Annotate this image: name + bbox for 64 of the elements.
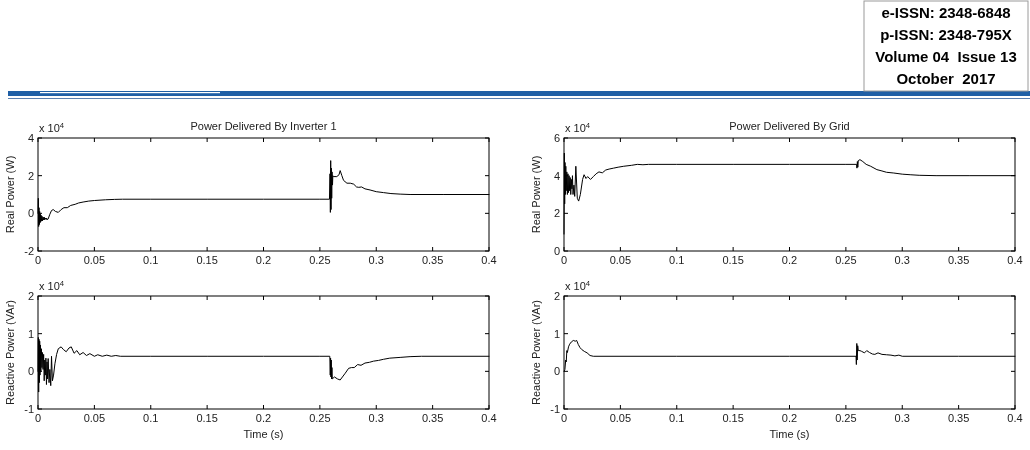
y-tick-label: 0 <box>27 207 34 220</box>
x-tick-label: 0.1 <box>143 412 159 424</box>
text: p-ISSN: 2348-795X <box>880 26 1012 43</box>
text: x 10$^{4}$ <box>39 120 65 134</box>
x-tick-label: 0.25 <box>835 254 857 266</box>
text: Volume 04 Issue 13 <box>875 48 1017 65</box>
y-tick-label: 2 <box>553 290 560 302</box>
x-tick-label: 0.35 <box>421 412 444 424</box>
y-tick-label: -1 <box>550 403 560 415</box>
x-tick-label: 0.15 <box>196 412 218 424</box>
y-tick-label: 2 <box>27 169 34 182</box>
y-tick-label: 0 <box>553 245 560 257</box>
x-tick-label: 0.4 <box>1007 254 1023 266</box>
x-tick-label: 0.25 <box>309 254 331 266</box>
x-tick-label: 0.4 <box>481 254 497 266</box>
x-tick-label: 0.15 <box>722 254 744 266</box>
x-tick-label: 0.2 <box>781 254 798 266</box>
x-tick-label: 0.2 <box>255 412 272 424</box>
y-axis-title: Reactive Power (VAr) <box>530 300 542 405</box>
x-tick-label: 0.1 <box>669 254 685 266</box>
chart-title: Power Delivered By Inverter 1 <box>190 120 337 132</box>
x-tick-label: 0.3 <box>368 412 384 424</box>
y-tick-label: 4 <box>27 132 34 144</box>
y-axis-title: Real Power (W) <box>530 155 542 234</box>
y-tick-label: 0 <box>553 365 560 378</box>
x-tick-label: 0.3 <box>894 412 910 424</box>
x-tick-label: 0.3 <box>894 254 910 266</box>
text: x 10$^{4}$ <box>565 120 591 134</box>
x-tick-label: 0.4 <box>1007 412 1023 424</box>
chart-title: Power Delivered By Grid <box>729 120 850 132</box>
y-tick-label: -1 <box>24 403 34 415</box>
text: x 10$^{4}$ <box>565 278 591 292</box>
text: e-ISSN: 2348-6848 <box>881 4 1011 21</box>
x-tick-label: 0.1 <box>669 412 685 424</box>
x-tick-label: 0.1 <box>143 254 159 266</box>
x-axis-title: Time (s) <box>769 428 810 440</box>
y-tick-label: -2 <box>24 245 34 257</box>
y-tick-label: 4 <box>553 169 560 182</box>
text: x 10$^{4}$ <box>39 278 65 292</box>
x-tick-label: 0.35 <box>947 412 970 424</box>
x-tick-label: 0.2 <box>255 254 272 266</box>
x-tick-label: 0.15 <box>722 412 744 424</box>
y-axis-title: Real Power (W) <box>4 155 16 234</box>
x-tick-label: 0.2 <box>781 412 798 424</box>
x-tick-label: 0.15 <box>196 254 218 266</box>
x-tick-label: 0.25 <box>309 412 331 424</box>
y-axis-title: Reactive Power (VAr) <box>4 300 16 405</box>
text: October 2017 <box>896 70 996 87</box>
x-tick-label: 0.35 <box>947 254 970 266</box>
y-tick-label: 2 <box>27 290 34 302</box>
x-tick-label: 0.25 <box>835 412 857 424</box>
x-axis-title: Time (s) <box>243 428 284 440</box>
y-tick-label: 2 <box>553 207 560 220</box>
x-tick-label: 0.35 <box>421 254 444 266</box>
x-tick-label: 0.05 <box>609 254 632 266</box>
y-tick-label: 1 <box>553 327 560 340</box>
x-tick-label: 0.05 <box>609 412 632 424</box>
y-tick-label: 0 <box>27 365 34 378</box>
x-tick-label: 0.05 <box>83 412 106 424</box>
y-tick-label: 1 <box>27 327 34 340</box>
x-tick-label: 0.05 <box>83 254 106 266</box>
x-tick-label: 0.4 <box>481 412 497 424</box>
y-tick-label: 6 <box>553 132 560 144</box>
x-tick-label: 0.3 <box>368 254 384 266</box>
